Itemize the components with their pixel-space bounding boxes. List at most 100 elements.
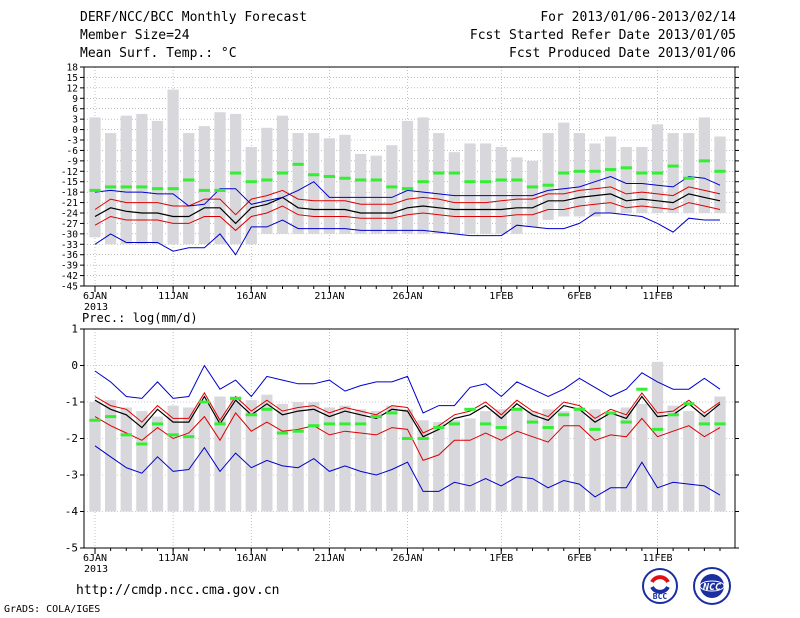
y-tick-label: -3	[67, 136, 78, 147]
spread-bar	[276, 115, 289, 234]
spread-bar	[214, 396, 226, 512]
spread-bar	[714, 396, 726, 512]
spread-bar	[558, 122, 570, 217]
spread-bar	[558, 411, 570, 512]
spread-bar	[120, 407, 132, 512]
spread-bar	[105, 133, 117, 245]
y-tick-label: -6	[67, 146, 79, 157]
spread-bar	[511, 407, 523, 512]
spread-bar	[323, 407, 335, 512]
y-tick-label: -24	[61, 209, 78, 220]
spread-bar	[167, 405, 179, 512]
grads-credit: GrADS: COLA/IGES	[4, 604, 101, 615]
forecast-started: Fcst Started Refer Date 2013/01/05	[469, 28, 736, 43]
spread-bar	[183, 133, 195, 245]
y-tick-label: -42	[61, 271, 78, 282]
spread-bar	[386, 405, 398, 512]
y-tick-label: 0	[71, 359, 78, 372]
spread-bar	[401, 120, 414, 234]
x-tick-label: 6FEB	[567, 553, 591, 564]
spread-bar	[698, 117, 710, 213]
bcc-logo: BCC	[642, 568, 678, 604]
spread-bar	[433, 422, 445, 512]
y-tick-label: 15	[67, 73, 78, 84]
x-tick-label: 16JAN	[236, 291, 266, 302]
spread-bar	[526, 411, 539, 512]
y-tick-label: -9	[67, 156, 79, 167]
y-tick-label: -5	[65, 542, 78, 555]
spread-bar	[198, 403, 210, 512]
spread-bar	[620, 146, 632, 213]
y-tick-label: -12	[61, 167, 78, 178]
spread-bar	[339, 405, 351, 512]
spread-bar	[573, 407, 585, 512]
precip-panel-title: Prec.: log(mm/d)	[82, 311, 198, 325]
x-tick-label: 6JAN	[83, 553, 107, 564]
spread-bar	[480, 411, 492, 512]
spread-bar	[136, 113, 148, 245]
spread-bar	[651, 124, 664, 213]
member-size: Member Size=24	[80, 28, 190, 43]
forecast-produced: Fcst Produced Date 2013/01/06	[509, 46, 736, 61]
y-tick-label: -2	[65, 432, 78, 445]
spread-bar	[230, 113, 242, 245]
spread-bar	[698, 412, 710, 512]
x-tick-label: 6JAN	[83, 291, 107, 302]
spread-bar	[448, 152, 460, 234]
x-tick-label: 16JAN	[236, 553, 266, 564]
plot-frame	[83, 66, 736, 287]
spread-bar	[370, 411, 382, 512]
y-tick-label: -18	[61, 188, 78, 199]
spread-bar	[448, 420, 460, 512]
temperature-panel: 1815129630-3-6-9-12-15-18-21-24-27-30-33…	[61, 63, 739, 313]
spread-bar	[89, 402, 101, 512]
spread-bar	[386, 145, 398, 234]
y-tick-label: 18	[67, 63, 79, 74]
spread-bar	[667, 405, 679, 512]
spread-bar	[417, 117, 429, 234]
spread-bar	[464, 143, 476, 234]
x-tick-label: 11FEB	[642, 553, 672, 564]
y-tick-label: -4	[65, 505, 79, 518]
x-tick-label: 11JAN	[158, 291, 188, 302]
spread-bar	[245, 400, 257, 512]
spread-bar	[542, 133, 554, 220]
x-tick-label: 26JAN	[392, 553, 422, 564]
spread-bar	[636, 403, 648, 512]
spread-bar	[605, 412, 617, 512]
spread-bar	[261, 394, 273, 512]
variable-label: Mean Surf. Temp.: °C	[80, 46, 237, 61]
y-tick-label: -21	[61, 198, 78, 209]
spread-bar	[105, 400, 117, 512]
x-tick-label: 21JAN	[314, 291, 344, 302]
x-tick-label: 11JAN	[158, 553, 188, 564]
forecast-period: For 2013/01/06-2013/02/14	[540, 10, 736, 25]
spread-bar	[417, 420, 429, 512]
spread-bar	[151, 416, 164, 512]
chart-title: DERF/NCC/BCC Monthly Forecast	[80, 10, 307, 25]
x-tick-sublabel: 2013	[84, 302, 108, 313]
y-tick-label: -1	[65, 396, 78, 409]
spread-bar	[151, 120, 164, 245]
spread-bar	[620, 407, 632, 512]
spread-bar	[245, 146, 257, 245]
ncc-logo: NCC	[693, 567, 731, 605]
y-tick-label: 9	[72, 94, 78, 105]
bcc-logo-text: BCC	[653, 592, 668, 601]
spread-bar	[714, 136, 726, 213]
ncc-logo-text: NCC	[702, 582, 721, 593]
source-url[interactable]: http://cmdp.ncc.cma.gov.cn	[76, 583, 280, 598]
ensemble-mean-line	[94, 395, 721, 438]
y-tick-label: -3	[65, 469, 78, 482]
spread-bar	[433, 133, 445, 234]
y-tick-label: -45	[61, 282, 78, 293]
spread-bar	[589, 143, 601, 217]
y-tick-label: -36	[61, 250, 78, 261]
spread-bar	[605, 136, 617, 213]
ensemble-mean-line	[94, 193, 721, 225]
spread-bar	[355, 409, 367, 512]
y-tick-label: -15	[61, 177, 78, 188]
spread-bar	[495, 409, 507, 512]
spread-bar	[230, 396, 242, 512]
spread-bar	[276, 403, 289, 512]
